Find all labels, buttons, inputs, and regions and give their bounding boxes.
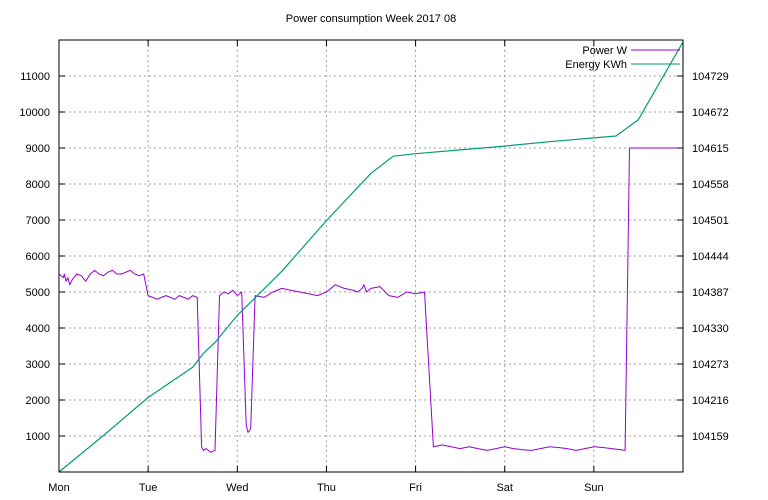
y-right-tick-label: 104216 <box>692 395 729 407</box>
legend-label-power: Power W <box>582 45 627 57</box>
y-right-tick-label: 104672 <box>692 107 729 119</box>
y-left-tick-label: 11000 <box>20 71 50 83</box>
y-left-tick-label: 6000 <box>26 251 50 263</box>
tick-marks <box>58 40 683 472</box>
series-line-power <box>58 147 683 453</box>
y-right-tick-label: 104729 <box>692 71 729 83</box>
x-tick-label: Fri <box>409 482 422 494</box>
chart-title: Power consumption Week 2017 08 <box>286 13 456 25</box>
legend-label-energy: Energy KWh <box>565 59 627 71</box>
x-tick-label: Thu <box>317 482 336 494</box>
y-left-tick-label: 2000 <box>26 395 50 407</box>
legend: Power W Energy KWh <box>565 45 680 71</box>
x-tick-label: Sat <box>496 482 513 494</box>
y-right-tick-label: 104330 <box>692 323 729 335</box>
y-left-tick-label: 1000 <box>26 431 50 443</box>
tick-labels: Mon Tue Wed Thu Fri Sat Sun 1000 2000 3000 4000 500… <box>19 71 728 494</box>
y-right-tick-label: 104501 <box>692 215 729 227</box>
x-tick-label: Tue <box>139 482 158 494</box>
series-layer <box>58 41 684 473</box>
y-right-tick-label: 104444 <box>692 251 729 263</box>
y-left-tick-label: 8000 <box>26 179 50 191</box>
y-right-tick-label: 104558 <box>692 179 729 191</box>
y-right-tick-label: 104273 <box>692 359 729 371</box>
y-right-tick-label: 104159 <box>692 431 729 443</box>
y-left-tick-label: 3000 <box>26 359 50 371</box>
y-left-tick-label: 7000 <box>26 215 50 227</box>
grid-lines <box>59 40 683 472</box>
x-tick-label: Mon <box>48 482 69 494</box>
y-right-tick-label: 104387 <box>692 287 729 299</box>
series-line-energy <box>58 41 684 473</box>
x-tick-label: Wed <box>226 482 248 494</box>
x-tick-label: Sun <box>584 482 604 494</box>
y-left-tick-label: 4000 <box>26 323 50 335</box>
y-left-tick-label: 5000 <box>26 287 50 299</box>
y-left-tick-label: 9000 <box>26 143 50 155</box>
y-left-tick-label: 10000 <box>19 107 50 119</box>
y-right-tick-label: 104615 <box>692 143 729 155</box>
